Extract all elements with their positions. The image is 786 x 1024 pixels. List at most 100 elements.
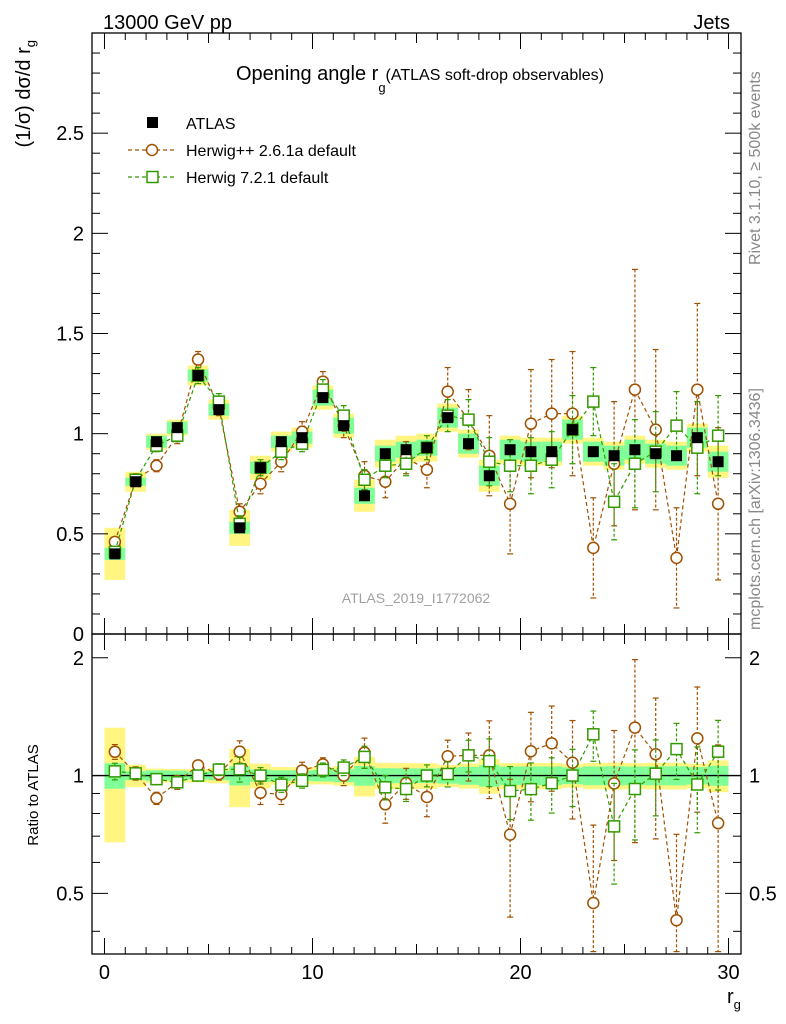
herwigpp-ratio-point [108,745,122,759]
herwig7-ratio-point [420,769,434,782]
herwigpp-main-line [114,357,719,558]
herwig7-ratio-point [129,767,142,780]
herwig7-ratio-point [545,776,558,790]
herwigpp-main-point [670,551,683,565]
y-axis-label-subscript: g [23,40,38,47]
herwig7-main-point [670,419,683,432]
herwigpp-ratio-series [108,659,725,953]
herwigpp-main-point [545,407,558,420]
herwig7-main-point [275,445,288,458]
main-axis-ticks [92,33,741,635]
ratio-y-tick-label-right: 2 [749,648,760,670]
x-axis-label-subscript: g [734,997,741,1012]
ratio-axis-ticks [92,634,741,954]
x-axis-label-main: r [727,986,734,1008]
herwigpp-ratio-point [711,816,725,830]
main-y-tick-label: 1.5 [56,324,84,346]
herwig7-ratio-point [358,750,371,764]
atlas-data-point [587,446,599,458]
main-panel: 0 0.5 1 1.5 2 2.5 Opening angle rg(ATLAS soft… [56,32,742,646]
herwigpp-ratio-point [379,798,392,811]
herwig7-main-point [358,473,371,486]
atlas-data-point [109,548,121,560]
herwig7-main-point [711,429,725,442]
herwig7-ratio-point [483,754,496,768]
herwigpp-ratio-point [233,745,246,758]
atlas-data-point [400,444,412,456]
herwig7-ratio-point [711,745,725,758]
herwig7-ratio-point [524,782,538,796]
main-y-tick-label: 0 [73,624,84,646]
atlas-data-point [421,442,433,454]
atlas-data-point [712,456,724,468]
analysis-label: ATLAS_2019_I1772062 [342,590,491,606]
atlas-data-point [296,432,308,444]
atlas-data-point [254,462,266,474]
herwig7-ratio-point [670,742,683,756]
atlas-data-point [192,370,204,382]
atlas-data-point [317,392,329,404]
herwig7-main-point [691,441,704,454]
atlas-data-point [608,450,620,462]
herwigpp-ratio-point [545,737,558,750]
herwigpp-ratio-point [649,748,662,761]
atlas-data-point [150,436,162,448]
herwig7-ratio-point [503,784,517,798]
atlas-data-point [358,490,370,502]
header-left-label: 13000 GeV pp [103,12,232,34]
legend: ATLAS Herwig++ 2.6.1a default Herwig 7.2… [128,116,356,187]
herwigpp-ratio-point [670,913,683,927]
herwig7-main-point [587,395,600,408]
atlas-data-point [213,404,225,416]
atlas-data-point [275,436,287,448]
herwigpp-main-point [628,383,642,396]
herwig7-ratio-point [587,728,600,741]
atlas-data-point [442,412,454,424]
atlas-data-point [525,446,537,458]
herwigpp-ratio-point [420,790,434,804]
herwig7-main-point [503,459,517,472]
main-y-tick-label: 1 [73,424,84,446]
herwigpp-ratio-point [691,732,704,745]
ratio-y-axis-label: Ratio to ATLAS [25,744,42,845]
herwig7-main-point [337,409,350,422]
herwigpp-main-point [254,477,267,490]
herwigpp-ratio-point [150,792,163,805]
y-axis-label: (1/σ) dσ/d rg [13,40,38,148]
x-tick-label: 0 [99,962,110,984]
chart-title-suffix: (ATLAS soft-drop observables) [386,67,604,84]
ratio-y-tick-label-left: 2 [73,648,84,670]
herwigpp-main-point [420,463,434,476]
legend-marker-herwigpp [145,143,159,157]
atlas-data-point [463,438,475,450]
main-y-tick-label: 2 [73,223,84,245]
herwigpp-ratio-point [587,896,600,910]
chart-title-main: Opening angle r [236,63,379,85]
atlas-data-point [504,444,516,456]
herwigpp-ratio-point [441,749,454,763]
herwig7-main-point [483,455,496,468]
herwig7-main-point [628,457,642,470]
herwig7-main-point [379,459,392,472]
herwig7-ratio-point [399,782,413,796]
main-uncertainty-bands [104,365,729,580]
atlas-data-point [130,476,142,488]
herwigpp-main-point [441,385,454,398]
herwig7-ratio-point [566,769,579,782]
herwig7-ratio-point [607,820,621,833]
chart-title: Opening angle rg(ATLAS soft-drop observa… [236,63,604,95]
herwigpp-ratio-line [114,726,719,921]
herwig7-ratio-point [233,763,246,776]
herwig7-ratio-point [295,774,309,788]
herwigpp-ratio-point [254,786,267,800]
legend-label-herwig7: Herwig 7.2.1 default [186,170,329,187]
ratio-y-tick-label-left: 1 [73,766,84,788]
herwigpp-main-point [150,459,163,472]
herwig7-ratio-point [150,772,163,786]
herwig7-main-point [399,457,413,470]
ratio-y-tick-label-right: 1 [749,766,760,788]
herwigpp-ratio-point [191,759,205,772]
herwig7-ratio-point [171,776,184,789]
ratio-y-tick-label-left: 0.5 [56,883,84,905]
